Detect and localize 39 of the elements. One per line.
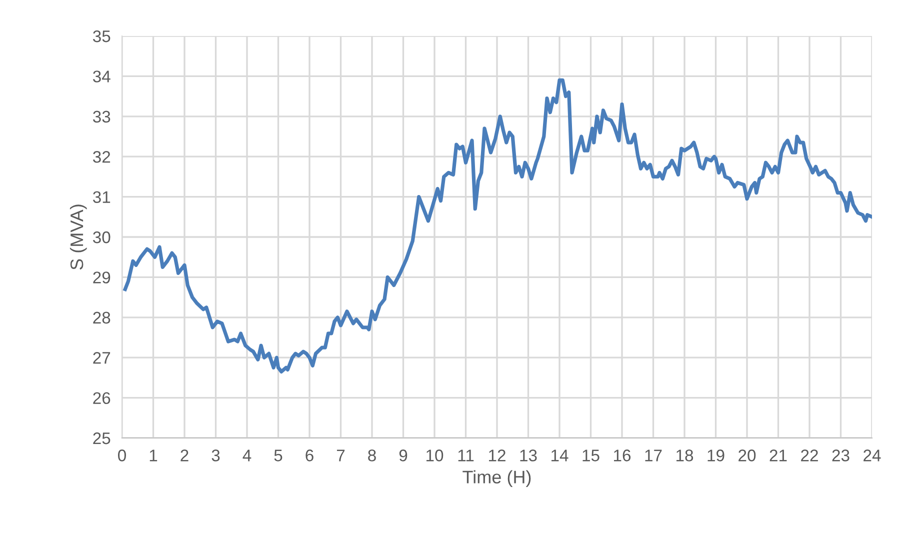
y-tick-label: 26: [93, 392, 110, 404]
x-tick-label: 8: [368, 450, 376, 462]
x-tick-label: 1: [150, 450, 158, 462]
x-tick-label: 23: [832, 450, 850, 462]
y-tick-label: 34: [92, 70, 110, 82]
x-tick-label: 17: [645, 450, 662, 462]
x-tick-label: 13: [520, 450, 537, 462]
y-tick-label: 29: [93, 272, 110, 284]
x-tick-label: 11: [458, 450, 474, 462]
x-tick-label: 7: [336, 450, 345, 462]
y-tick-label: 27: [93, 352, 110, 364]
x-tick-label: 4: [242, 450, 252, 462]
y-tick-label: 35: [92, 30, 110, 42]
x-tick-label: 5: [274, 450, 282, 462]
x-tick-label: 18: [676, 450, 694, 462]
y-tick-label: 25: [93, 432, 110, 444]
y-tick-label: 33: [92, 110, 110, 123]
x-tick-label: 20: [738, 450, 756, 462]
x-tick-label: 12: [489, 450, 506, 462]
x-tick-label: 22: [801, 450, 818, 462]
x-tick-label: 15: [582, 450, 600, 462]
x-tick-label: 19: [708, 450, 724, 462]
x-tick-label: 14: [552, 450, 568, 462]
x-axis-title: Time (H): [462, 470, 531, 488]
y-axis-title: S (MVA): [70, 204, 87, 270]
line-series: [123, 78, 872, 374]
x-tick-label: 6: [306, 450, 314, 462]
x-tick-label: 2: [180, 450, 188, 462]
y-tick-label: 30: [92, 231, 110, 244]
x-tick-label: 24: [864, 450, 881, 462]
y-tick-label: 32: [92, 151, 110, 163]
x-tick-label: 16: [614, 450, 631, 462]
x-tick-label: 9: [399, 450, 408, 462]
x-tick-label: 0: [118, 450, 126, 462]
y-tick-label: 28: [93, 312, 110, 324]
x-tick-label: 3: [212, 450, 220, 462]
x-tick-label: 21: [770, 450, 787, 462]
x-tick-label: 10: [426, 450, 444, 462]
y-tick-label: 31: [92, 191, 110, 204]
